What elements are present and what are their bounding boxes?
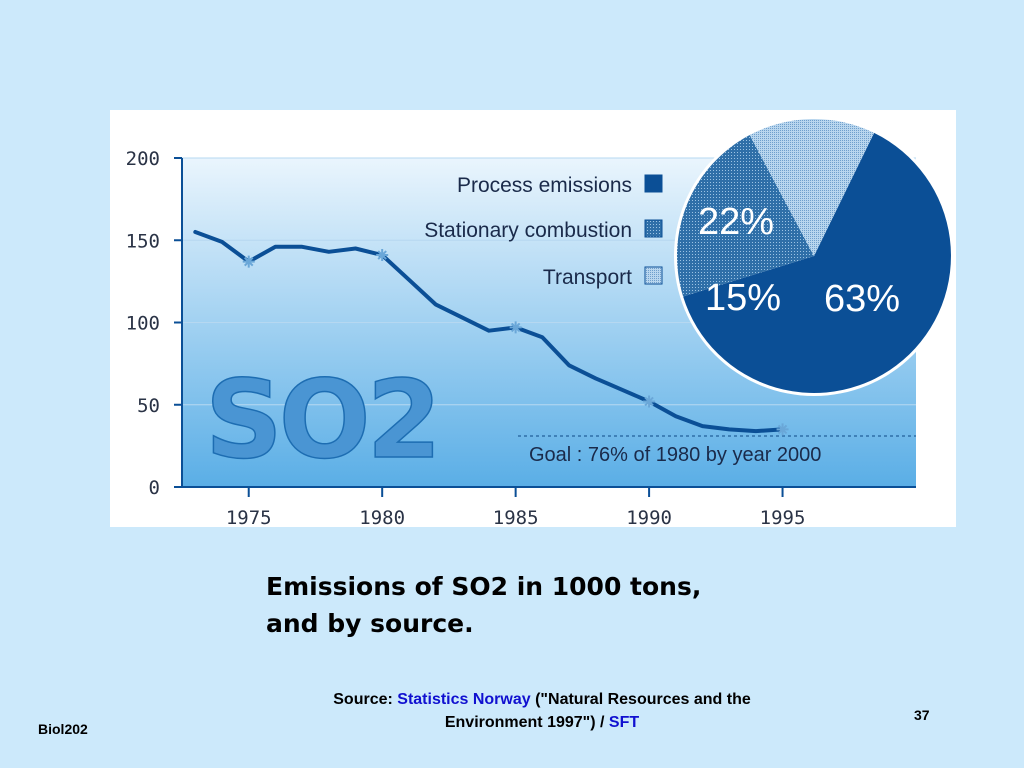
pie-label-stationary-combustion: 22% [698, 201, 774, 243]
y-tick-label: 0 [149, 477, 160, 499]
so2-figure: SO2 Goal : 76% of 1980 by year 2000 0 50 10… [110, 110, 956, 527]
x-tick-label: 1985 [493, 507, 539, 527]
data-point-marker [776, 423, 789, 436]
statistics-norway-link[interactable]: Statistics Norway [397, 691, 531, 708]
legend-process-emissions-label: Process emissions [457, 174, 632, 197]
pie-slice-stationary-combustion [676, 135, 814, 297]
goal-label: Goal : 76% of 1980 by year 2000 [529, 444, 821, 466]
pie-slice-process-emissions [683, 132, 951, 394]
x-tick-label: 1995 [760, 507, 806, 527]
figure-caption: Emissions of SO2 in 1000 tons, and by so… [266, 568, 786, 642]
x-tick-label: 1975 [226, 507, 272, 527]
legend-transport-swatch [644, 266, 663, 285]
source-middle-2: Environment 1997") / [444, 714, 609, 731]
x-tick-label: 1990 [626, 507, 672, 527]
pie-label-transport: 15% [705, 277, 781, 319]
sft-link[interactable]: SFT [608, 714, 640, 731]
page-number: 37 [914, 707, 930, 723]
x-tick-label: 1980 [359, 507, 405, 527]
data-point-marker [643, 395, 656, 408]
caption-line-1: Emissions of SO2 in 1000 tons, [266, 572, 702, 601]
source-citation: Source: Statistics Norway ("Natural Reso… [272, 688, 812, 734]
chart-title: SO2 [205, 358, 438, 483]
source-middle-1: ("Natural Resources and the [530, 691, 751, 708]
legend-stationary-combustion-label: Stationary combustion [424, 219, 632, 242]
y-tick-label: 200 [126, 148, 160, 170]
course-code: Biol202 [38, 721, 88, 737]
pie-label-process-emissions: 63% [824, 278, 900, 320]
data-point-marker [376, 249, 389, 262]
source-prefix: Source: [333, 691, 398, 708]
pie-slice-transport [749, 118, 875, 256]
data-point-marker [242, 255, 255, 268]
y-tick-label: 100 [126, 313, 160, 335]
caption-line-2: and by source. [266, 609, 474, 638]
legend-process-emissions-swatch [644, 174, 663, 193]
so2-chart: SO2 Goal : 76% of 1980 by year 2000 0 50 10… [126, 116, 954, 527]
so2-emissions-line [193, 230, 785, 434]
data-point-marker [509, 321, 522, 334]
y-tick-label: 50 [137, 395, 160, 417]
legend-stationary-combustion-swatch [644, 219, 663, 238]
y-tick-label: 150 [126, 230, 160, 252]
legend-transport-label: Transport [543, 266, 632, 289]
